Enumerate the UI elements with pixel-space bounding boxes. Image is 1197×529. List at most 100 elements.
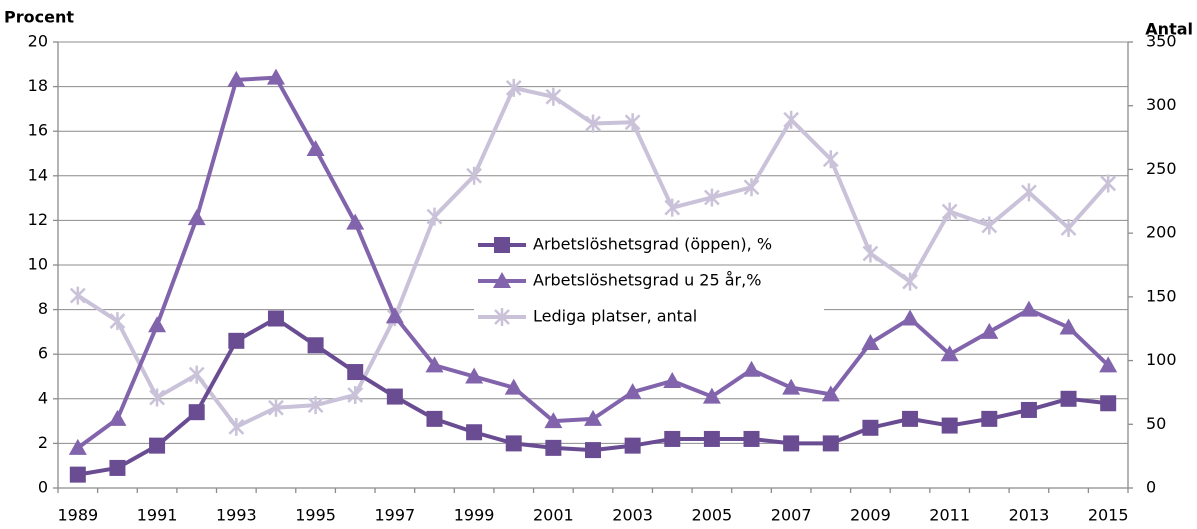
- point: [1100, 395, 1117, 412]
- point: [862, 419, 879, 436]
- point: [664, 430, 681, 447]
- point: [585, 442, 601, 459]
- point: [307, 396, 324, 415]
- y-tick-label: 14: [28, 165, 48, 184]
- y-tick-label: 2: [38, 433, 48, 452]
- point: [1019, 300, 1038, 317]
- point: [426, 207, 443, 226]
- point: [108, 409, 127, 426]
- series-line: [76, 75, 1110, 450]
- point: [149, 388, 165, 407]
- y2-tick-label: 300: [1146, 95, 1177, 114]
- point: [783, 435, 800, 452]
- point: [940, 345, 959, 362]
- point: [980, 322, 999, 339]
- point: [465, 367, 484, 384]
- point: [1099, 356, 1118, 373]
- x-tick-label: 1999: [454, 506, 495, 525]
- point: [624, 437, 641, 454]
- y-tick-label: 18: [28, 76, 48, 95]
- point: [822, 150, 839, 169]
- point: [584, 409, 602, 426]
- y-tick-label: 20: [28, 32, 48, 51]
- point: [702, 387, 721, 404]
- y2-tick-label: 100: [1146, 350, 1177, 369]
- point: [941, 417, 958, 434]
- x-tick-label: 2007: [771, 506, 812, 525]
- y-tick-label: 12: [28, 210, 48, 229]
- x-tick-label: 1989: [57, 506, 98, 525]
- x-tick-label: 2003: [612, 506, 653, 525]
- point: [941, 202, 958, 221]
- point: [782, 378, 801, 395]
- point: [861, 334, 880, 351]
- y2-tick-label: 0: [1146, 478, 1156, 497]
- point: [743, 430, 760, 447]
- point: [148, 316, 167, 333]
- y2-tick-label: 200: [1146, 223, 1177, 242]
- point: [425, 356, 444, 373]
- y-tick-label: 0: [38, 478, 48, 497]
- x-tick-label: 2001: [533, 506, 574, 525]
- y2-axis-label: Antal: [1145, 20, 1193, 39]
- point: [188, 365, 205, 384]
- legend-bg: [474, 231, 824, 259]
- point: [1060, 390, 1077, 407]
- point: [466, 166, 482, 185]
- point: [821, 385, 840, 402]
- point: [703, 430, 720, 447]
- point: [109, 459, 126, 476]
- point: [902, 410, 919, 427]
- legend-label: Arbetslöshetsgrad (öppen), %: [533, 235, 772, 254]
- point: [347, 385, 364, 404]
- point: [822, 435, 839, 452]
- y-tick-label: 16: [28, 121, 48, 140]
- point: [307, 337, 324, 354]
- point: [862, 244, 879, 263]
- point: [544, 412, 563, 429]
- point: [902, 272, 918, 291]
- point: [663, 371, 682, 388]
- y-tick-label: 4: [38, 388, 48, 407]
- point: [267, 310, 284, 327]
- point: [266, 68, 285, 85]
- point: [149, 437, 166, 454]
- y-tick-label: 10: [28, 255, 48, 274]
- point: [505, 435, 522, 452]
- point: [69, 286, 86, 305]
- point: [466, 424, 483, 441]
- y2-tick-label: 150: [1146, 286, 1177, 305]
- y-tick-label: 6: [38, 344, 48, 363]
- x-tick-label: 1997: [374, 506, 415, 525]
- point: [426, 410, 443, 427]
- point: [347, 364, 364, 381]
- point: [742, 360, 761, 377]
- legend-bg: [474, 267, 824, 295]
- point: [1021, 183, 1037, 202]
- x-tick-label: 2009: [850, 506, 891, 525]
- point: [227, 70, 246, 87]
- legend-marker: [493, 272, 511, 288]
- y2-tick-label: 350: [1146, 32, 1177, 51]
- x-tick-label: 2015: [1088, 506, 1129, 525]
- point: [385, 307, 404, 324]
- point: [1100, 174, 1117, 193]
- y2-tick-label: 250: [1146, 159, 1177, 178]
- point: [1020, 401, 1037, 418]
- point: [545, 87, 562, 106]
- point: [743, 178, 760, 197]
- point: [1060, 219, 1077, 238]
- legend-label: Lediga platser, antal: [533, 307, 697, 326]
- point: [268, 398, 284, 417]
- point: [228, 417, 245, 436]
- point: [188, 404, 205, 421]
- x-tick-label: 2013: [1009, 506, 1050, 525]
- legend-bg: [474, 303, 824, 331]
- point: [505, 78, 522, 97]
- point: [664, 198, 681, 217]
- point: [623, 383, 642, 400]
- x-tick-label: 1991: [137, 506, 178, 525]
- point: [69, 466, 86, 483]
- point: [981, 216, 998, 235]
